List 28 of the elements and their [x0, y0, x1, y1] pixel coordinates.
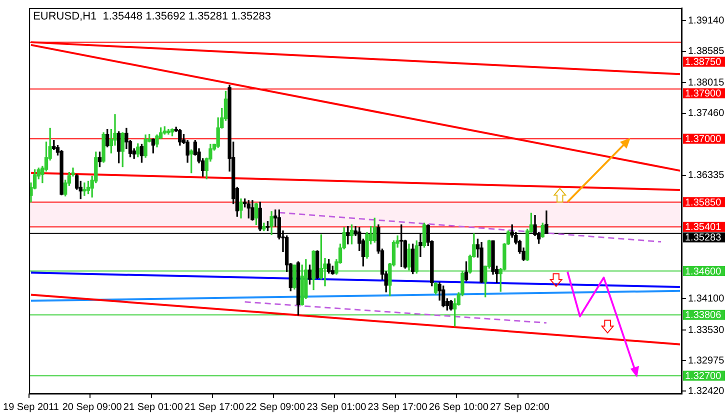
y-tick-label: 1.38585 [688, 46, 725, 58]
x-tick-label: 22 Sep 09:00 [246, 402, 306, 413]
y-tick-label: 1.34100 [688, 293, 725, 304]
x-tick-label: 27 Sep 02:00 [490, 402, 550, 413]
x-tick-label: 23 Sep 17:00 [368, 402, 428, 413]
ref-line-label: 1.38750 [685, 57, 722, 68]
ref-line-label: 1.35283 [685, 232, 722, 244]
ref-line-label: 1.35401 [685, 222, 722, 234]
y-tick-label: 1.33530 [688, 324, 725, 336]
x-tick-label: 21 Sep 01:00 [123, 402, 184, 413]
ref-line-label: 1.35850 [685, 197, 722, 208]
x-tick-label: 21 Sep 17:00 [184, 402, 244, 413]
ref-line-label: 1.33806 [685, 310, 722, 322]
ref-line-label: 1.37000 [685, 134, 722, 145]
x-tick-label: 20 Sep 09:00 [62, 402, 122, 413]
ref-line-label: 1.37900 [685, 88, 722, 100]
x-tick-label: 23 Sep 01:00 [306, 402, 367, 413]
chart-title: EURUSD,H1 1.35448 1.35692 1.35281 1.35283 [33, 10, 271, 23]
y-tick-label: 1.39140 [688, 15, 725, 26]
y-tick-label: 1.38015 [688, 77, 725, 88]
y-tick-label: 1.37460 [688, 108, 725, 120]
x-tick-label: 19 Sep 2011 [2, 402, 60, 413]
x-tick-label: 26 Sep 10:00 [428, 402, 489, 413]
y-tick-label: 1.32420 [688, 386, 725, 397]
ref-line-label: 1.34600 [685, 266, 722, 278]
ref-line-label: 1.32700 [685, 371, 722, 382]
y-tick-label: 1.32975 [688, 355, 725, 366]
y-tick-label: 1.36335 [688, 170, 725, 182]
